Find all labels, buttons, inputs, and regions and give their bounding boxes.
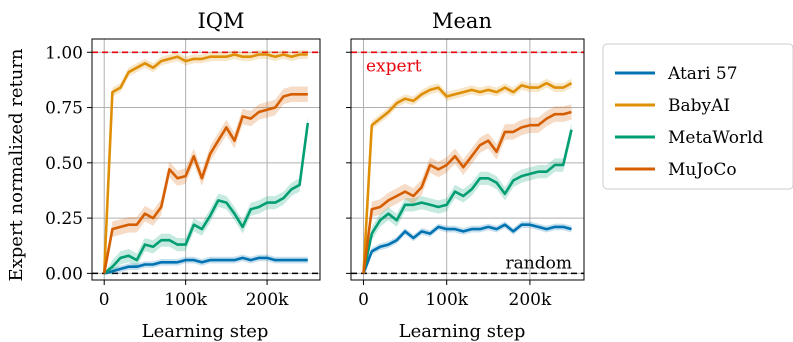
x-tick-label: 0 [99,290,110,310]
x-tick-label: 0 [358,290,369,310]
panel-iqm: 0 100k 200k 0.00 0.25 0.50 0.75 1.00 [45,38,321,310]
axes-frame [91,38,321,281]
series-line-mujoco [102,93,308,274]
y-tick-label: 0.50 [45,154,83,174]
series-line-atari-57 [103,256,308,275]
x-tick-label: 200k [509,290,552,310]
random-label: random [506,253,572,273]
expert-label: expert [366,56,422,76]
y-tick-label: 0.75 [45,99,83,119]
x-tick-label: 100k [425,290,468,310]
y-tick-label: 1.00 [45,43,83,63]
series-line-atari-57 [362,223,572,274]
legend-label-metaworld: MetaWorld [668,128,764,148]
panel-mean: 0 100k 200k expert random [346,38,585,310]
y-tick-label: 0.25 [45,209,83,229]
panel-title-iqm: IQM [197,9,244,33]
panel-title-mean: Mean [432,9,492,33]
series-band-metaworld [363,123,572,274]
x-tick-label: 100k [164,290,207,310]
series-band-mujoco [104,86,308,274]
legend-label-babyai: BabyAI [668,96,730,116]
axes-frame [350,38,585,281]
legend-frame [602,43,793,190]
series-line-metaworld [103,122,310,275]
series-line-mujoco [362,110,572,274]
series-band-mujoco [363,104,572,274]
y-axis-label: Expert normalized return [6,48,27,281]
series-band-atari-57 [363,221,572,274]
legend-label-atari-57: Atari 57 [667,64,738,84]
series-band-metaworld [104,116,308,274]
series-line-babyai [102,53,308,274]
series-line-metaworld [362,129,573,274]
y-tick-label: 0.00 [45,264,83,284]
x-axis-label-iqm: Learning step [142,321,269,342]
legend: Atari 57 BabyAI MetaWorld MuJoCo [602,43,793,190]
x-tick-label: 200k [246,290,289,310]
series-line-babyai [362,81,573,274]
x-axis-label-mean: Learning step [399,321,526,342]
legend-label-mujoco: MuJoCo [668,160,737,180]
